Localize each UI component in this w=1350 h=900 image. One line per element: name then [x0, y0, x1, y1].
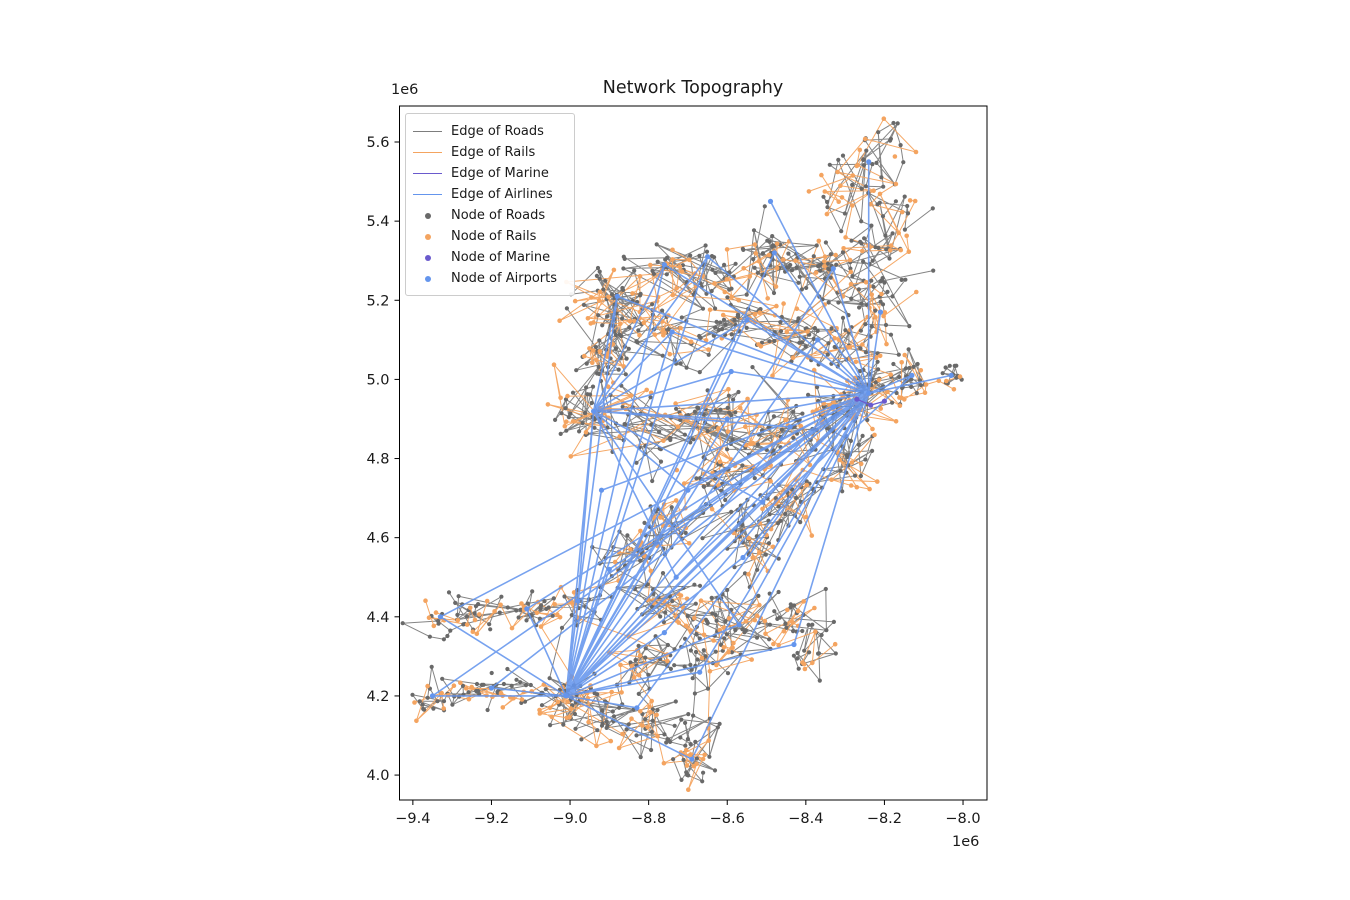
- y-tick-label: 5.4: [366, 214, 389, 230]
- airline-edges: [432, 161, 952, 760]
- axes: −9.4 −9.2 −9.0 −8.8 −8.6 −8.4 −8.2 −8.0 5.6 5.4 5.…: [366, 105, 988, 827]
- legend-dot-swatch: [413, 254, 442, 261]
- x-axis-offset-label: 1e6: [952, 834, 980, 850]
- legend-item: Edge of Rails: [413, 142, 564, 163]
- legend-item-label: Edge of Airlines: [451, 187, 553, 202]
- legend-item: Edge of Marine: [413, 163, 564, 184]
- x-tick-label: −8.4: [788, 811, 823, 827]
- y-axis-offset-label: 1e6: [391, 82, 419, 98]
- legend: Edge of Roads Edge of Rails Edge of Marine…: [405, 113, 575, 296]
- legend-item: Node of Roads: [413, 205, 564, 226]
- legend-line-swatch: [413, 131, 442, 132]
- legend-line-swatch: [413, 194, 442, 195]
- x-tick-label: −8.0: [945, 811, 980, 827]
- legend-item-label: Node of Roads: [451, 208, 546, 223]
- airport-nodes: [429, 159, 954, 762]
- y-tick-label: 4.4: [366, 610, 389, 626]
- marine-nodes: [854, 396, 888, 408]
- x-tick-label: −9.0: [552, 811, 587, 827]
- legend-dot-swatch: [413, 233, 442, 240]
- legend-line-swatch: [413, 152, 442, 153]
- x-tick-label: −9.2: [474, 811, 509, 827]
- x-tick-label: −8.8: [631, 811, 666, 827]
- y-tick-label: 4.8: [366, 452, 389, 468]
- legend-item-label: Node of Marine: [451, 250, 551, 265]
- legend-item: Node of Rails: [413, 226, 564, 247]
- legend-item-label: Node of Airports: [451, 271, 557, 286]
- y-tick-label: 5.0: [366, 372, 389, 388]
- y-tick-label: 4.0: [366, 768, 389, 784]
- x-tick-label: −8.2: [867, 811, 902, 827]
- legend-item-label: Edge of Rails: [451, 145, 536, 160]
- legend-item-label: Edge of Roads: [451, 124, 544, 139]
- legend-item: Edge of Roads: [413, 121, 564, 142]
- legend-item: Edge of Airlines: [413, 184, 564, 205]
- legend-dot-swatch: [413, 212, 442, 219]
- legend-line-swatch: [413, 173, 442, 174]
- y-tick-label: 4.2: [366, 689, 389, 705]
- legend-dot-swatch: [413, 275, 442, 282]
- legend-item-label: Node of Rails: [451, 229, 537, 244]
- y-tick-label: 5.6: [366, 135, 389, 151]
- legend-item-label: Edge of Marine: [451, 166, 549, 181]
- y-tick-label: 4.6: [366, 531, 389, 547]
- y-tick-label: 5.2: [366, 293, 389, 309]
- x-tick-label: −9.4: [395, 811, 430, 827]
- road-nodes: [400, 120, 964, 784]
- x-tick-label: −8.6: [710, 811, 745, 827]
- chart-title: Network Topography: [602, 78, 784, 98]
- legend-item: Node of Airports: [413, 268, 564, 289]
- legend-item: Node of Marine: [413, 247, 564, 268]
